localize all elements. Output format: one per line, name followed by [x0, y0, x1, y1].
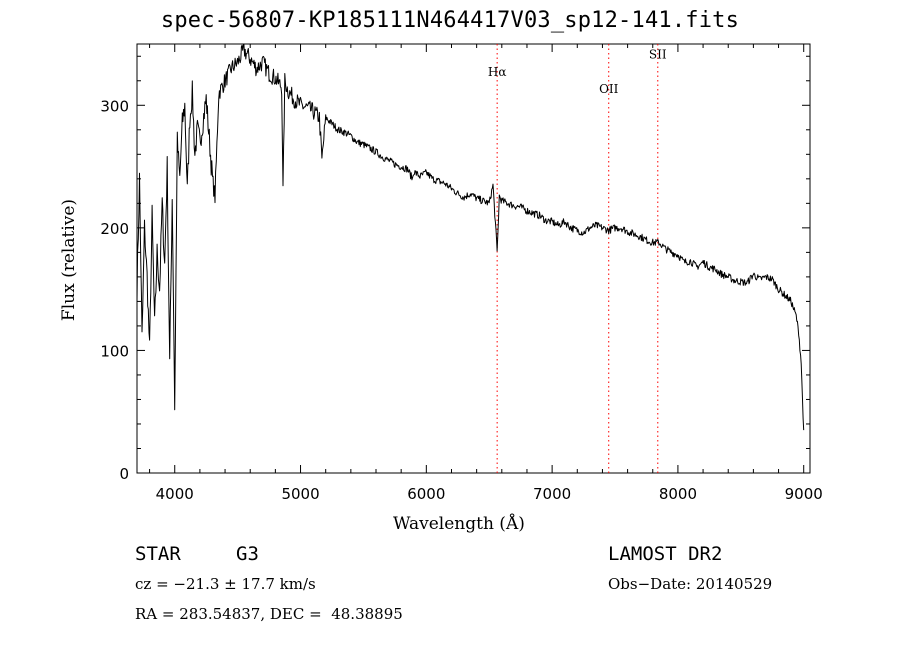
x-tick-label: 7000 [533, 485, 571, 503]
survey-name: LAMOST DR2 [608, 543, 723, 565]
y-tick-label: 300 [100, 97, 129, 115]
object-class: STAR [135, 543, 181, 565]
emission-line-label: Hα [488, 65, 507, 79]
emission-line-label: OII [599, 82, 619, 96]
y-tick-label: 100 [100, 342, 129, 360]
x-tick-label: 9000 [785, 485, 823, 503]
y-tick-label: 0 [119, 465, 129, 483]
observation-date: Obs−Date: 20140529 [608, 575, 773, 593]
y-axis-label: Flux (relative) [59, 199, 79, 321]
x-tick-label: 6000 [407, 485, 445, 503]
chart-title: spec-56807-KP185111N464417V03_sp12-141.f… [160, 8, 740, 33]
y-tick-label: 200 [100, 220, 129, 238]
y-axis-ticks: 0 100 200 300 [100, 55, 810, 483]
line-annotations: Hα OII SII [488, 44, 667, 473]
plot-border [136, 43, 811, 474]
x-axis-ticks: 4000 5000 6000 7000 8000 9000 [149, 44, 823, 503]
x-tick-label: 8000 [659, 485, 697, 503]
object-subclass: G3 [236, 543, 259, 565]
x-tick-label: 4000 [156, 485, 194, 503]
emission-line-label: SII [649, 48, 667, 62]
spectrum-series-line [136, 43, 805, 431]
redshift-velocity: cz = −21.3 ± 17.7 km/s [135, 575, 316, 593]
x-axis-label: Wavelength (Å) [393, 514, 525, 534]
ra-dec-coordinates: RA = 283.54837, DEC = 48.38895 [135, 605, 403, 623]
plot-frame [136, 43, 811, 474]
series-group [136, 43, 805, 431]
x-tick-label: 5000 [281, 485, 319, 503]
